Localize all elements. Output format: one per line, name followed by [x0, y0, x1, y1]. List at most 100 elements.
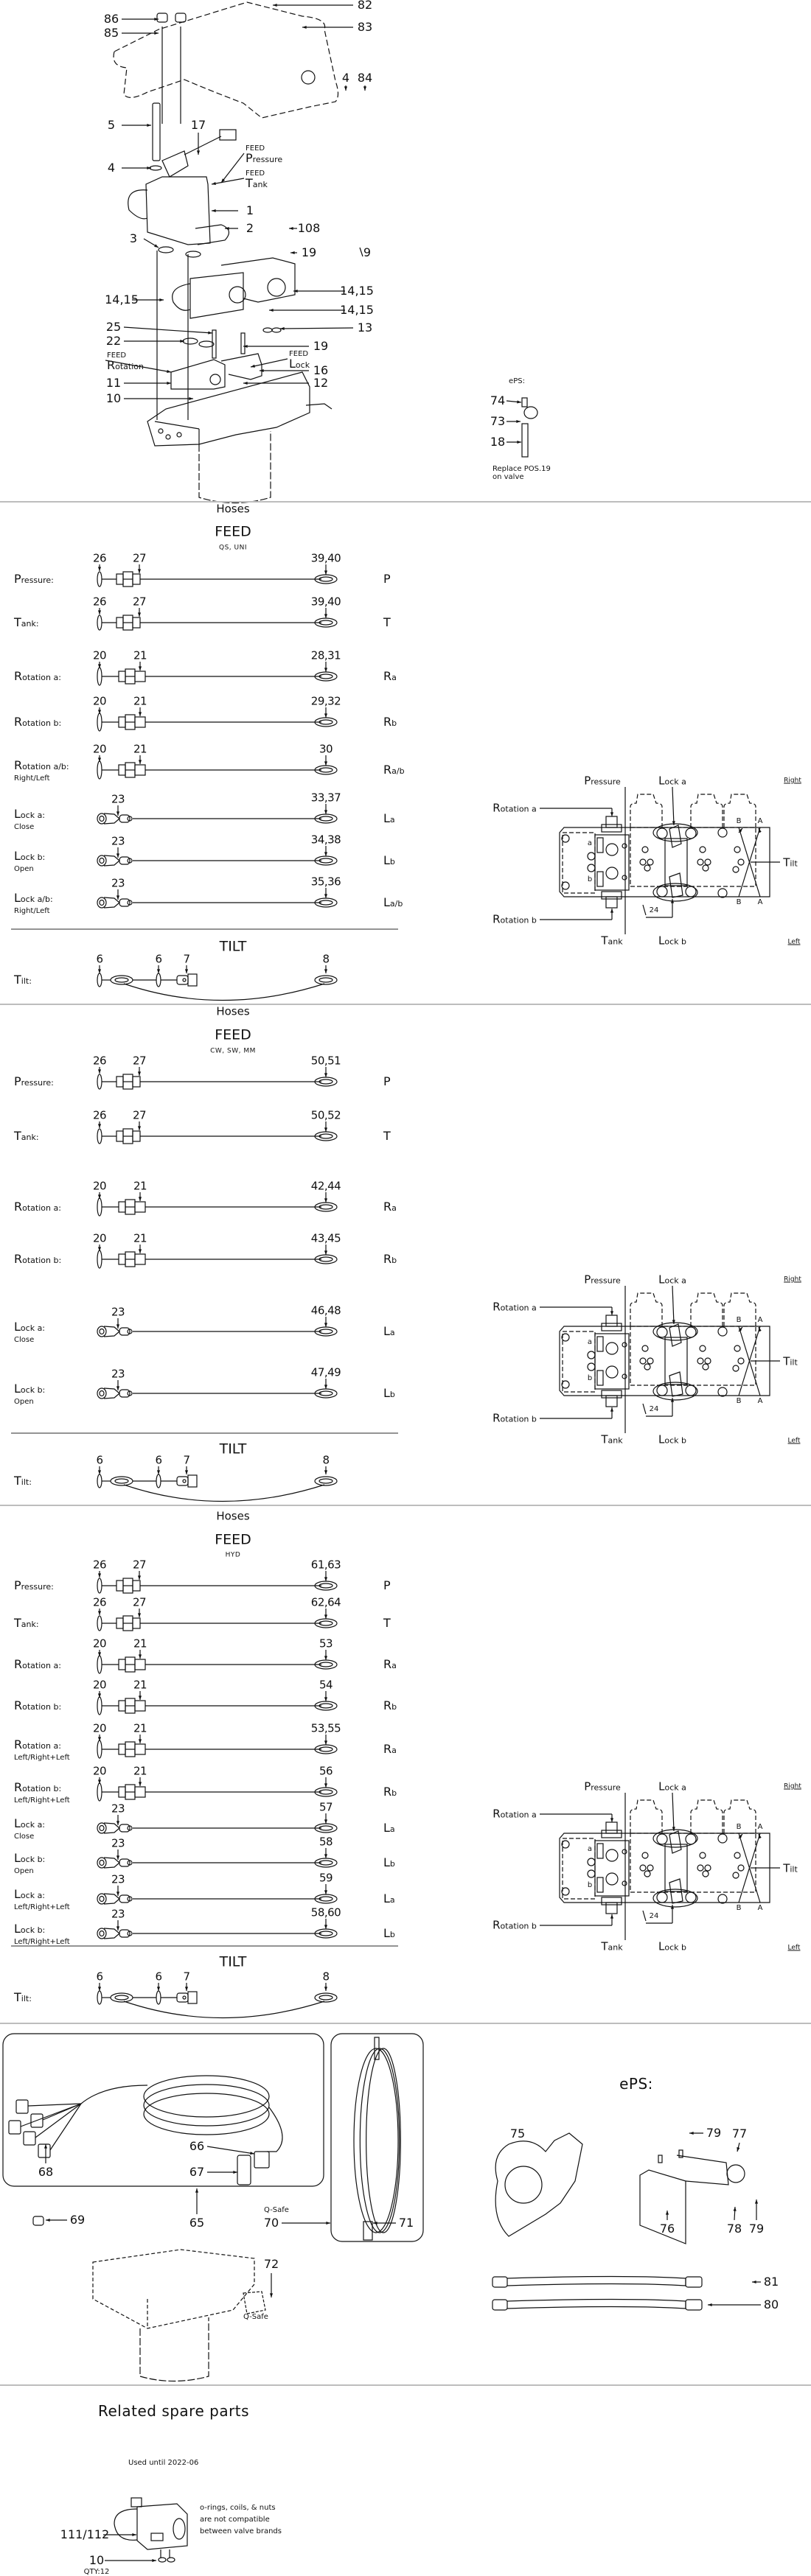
- lock-module: [664, 838, 688, 886]
- arrowhead: [324, 1198, 328, 1203]
- part-number: 34,38: [310, 833, 341, 847]
- part-number: 8: [322, 1453, 330, 1467]
- part-number: 27: [132, 1108, 147, 1122]
- oring: [97, 760, 102, 780]
- hose-end-eye-inner: [319, 1746, 333, 1752]
- rotation-fitting-b-nut: [601, 891, 622, 900]
- arrowhead: [138, 1782, 142, 1786]
- valve-label-left: Left: [787, 1437, 801, 1445]
- lock-module: [664, 1844, 688, 1892]
- part-number: 39,40: [310, 595, 341, 609]
- valve-label-port-a: A: [757, 1316, 763, 1324]
- eps-title: ePS:: [619, 2075, 653, 2093]
- port-hole: [641, 1345, 649, 1352]
- arrowhead: [97, 1693, 102, 1698]
- rotation-module: [594, 834, 630, 891]
- arrowhead: [159, 298, 164, 302]
- cable-coil: [143, 2093, 270, 2135]
- hose-end-eye-inner: [319, 719, 333, 725]
- hose-row-label: Rotation a/b:: [14, 758, 69, 772]
- oring: [97, 1074, 102, 1090]
- q-safe-frame: [330, 2033, 424, 2242]
- lock-module: [664, 1337, 688, 1385]
- port-hole: [685, 827, 697, 839]
- rotation-fitting-b: [605, 896, 618, 909]
- arrowhead: [269, 2293, 274, 2297]
- arrowhead: [138, 1695, 142, 1700]
- arrowhead: [324, 1783, 328, 1788]
- valve-label-rotation-a: Rotation a: [492, 1300, 537, 1314]
- bolt-head: [587, 1858, 596, 1866]
- part-number: 27: [132, 1595, 147, 1609]
- callout-label: 83: [357, 20, 373, 34]
- module-11-port: [209, 374, 221, 385]
- port-hole: [622, 1849, 627, 1855]
- port-hole: [704, 858, 711, 866]
- port-hole: [717, 827, 728, 838]
- q-safe-fitting: [363, 2221, 373, 2241]
- valve-label-right: Right: [784, 1275, 801, 1284]
- arrowhead: [116, 1386, 120, 1390]
- callout-label: 67: [189, 2165, 205, 2179]
- arrowhead: [324, 1614, 328, 1619]
- callout-label: 111/112: [60, 2527, 110, 2541]
- fitting: [134, 1700, 146, 1712]
- part-number: 7: [183, 952, 190, 966]
- tilt-title: TILT: [219, 1953, 247, 1970]
- callout-label: 3: [129, 231, 138, 245]
- callout-label: 108: [297, 221, 321, 235]
- port-note-feed: FEED: [289, 350, 309, 358]
- cable-coil: [143, 2075, 270, 2118]
- valve-label-tilt: Tilt: [783, 855, 798, 869]
- part-number: 21: [133, 1179, 147, 1193]
- hose-end-eye-inner: [319, 1860, 333, 1866]
- hose-end-eye-inner: [319, 576, 333, 582]
- solenoid-1: [128, 189, 148, 220]
- part-number: 23: [111, 1836, 125, 1850]
- lock-fitting: [127, 816, 133, 822]
- banjo-7: [182, 1479, 187, 1483]
- bolt-head: [561, 834, 570, 843]
- port-hole: [702, 864, 709, 872]
- callout-label: 4: [107, 161, 116, 175]
- hose-row-label: Lock b:: [14, 1922, 46, 1936]
- bracket-75-hole: [504, 2166, 543, 2204]
- oring: [97, 1197, 102, 1217]
- arrowhead: [132, 2533, 136, 2537]
- tilt-title: TILT: [219, 1441, 247, 1457]
- arrowhead: [302, 25, 307, 29]
- valve-label-left: Left: [787, 1944, 801, 1952]
- part-number: 26: [92, 551, 107, 565]
- eps-note: on valve: [492, 473, 524, 481]
- part-number: 59: [319, 1871, 333, 1885]
- oring: [97, 1696, 102, 1715]
- port-code: P: [383, 572, 391, 586]
- hose-row-label: Lock a:: [14, 807, 46, 821]
- arrowhead: [324, 1470, 328, 1474]
- hose-end-eye-inner: [319, 1825, 333, 1831]
- callout-label: 17: [190, 118, 206, 132]
- fitting: [596, 1370, 604, 1386]
- lock-fitting: [97, 1928, 107, 1939]
- part-number: 30: [319, 742, 333, 756]
- arrowhead: [672, 1827, 675, 1831]
- arrowhead: [758, 828, 762, 833]
- valve-label-tool: 24: [649, 1912, 659, 1920]
- q-safe-label: Q-Safe: [264, 2206, 289, 2214]
- fitting: [116, 1130, 124, 1142]
- valve-label-right: Right: [784, 777, 801, 785]
- screw-79: [678, 2149, 683, 2158]
- hose-row-label: Rotation b:: [14, 715, 62, 729]
- valve-label-tank: Tank: [601, 1939, 623, 1953]
- hose-end-eye: [314, 975, 338, 985]
- port-hole: [737, 858, 745, 866]
- valve-spare-label: [150, 2533, 164, 2541]
- callout-label: 22: [105, 334, 122, 348]
- hose-end-eye-inner: [319, 1896, 333, 1902]
- arrowhead: [324, 713, 328, 718]
- callout-label: 68: [38, 2165, 54, 2179]
- arrowhead: [189, 396, 193, 401]
- oring: [97, 1250, 102, 1269]
- lock-fitting: [127, 1896, 133, 1902]
- port-code: Lb: [383, 1926, 395, 1940]
